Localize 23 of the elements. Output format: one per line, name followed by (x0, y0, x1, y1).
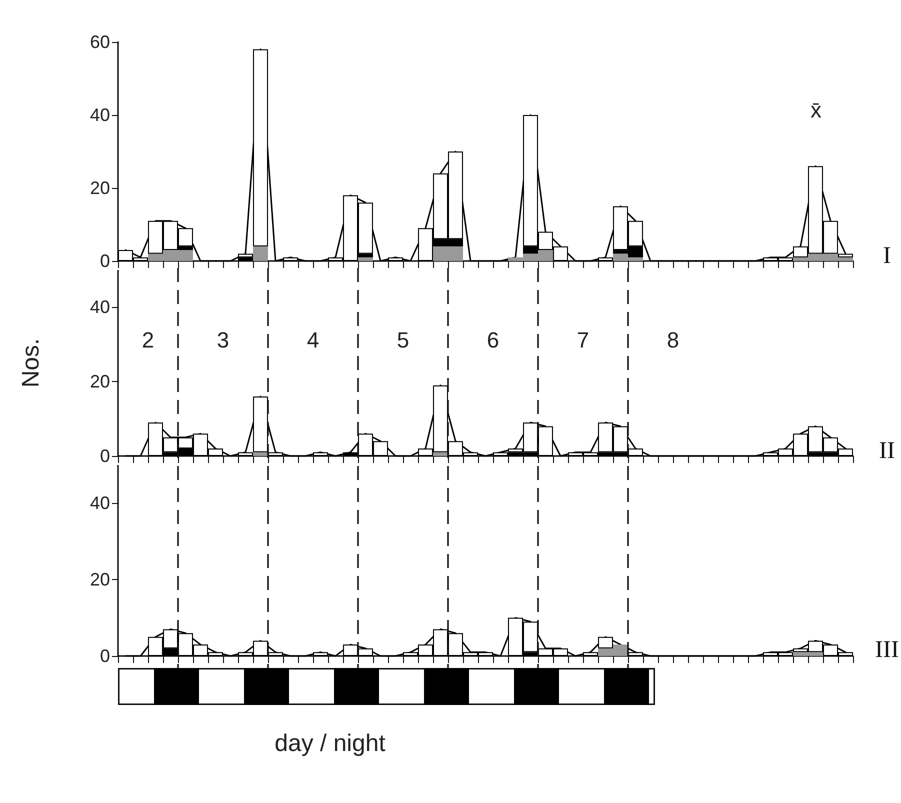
text: III (875, 637, 899, 663)
annotation: 8 (666, 328, 680, 352)
y-tick-label: 0 (100, 646, 110, 666)
y-tick-label: 20 (90, 372, 110, 392)
y-tick-label: 20 (90, 570, 110, 590)
annotation: 4 (306, 328, 320, 352)
text: II (879, 438, 895, 464)
y-axis-title: Nos. (18, 338, 44, 388)
annotation: 7 (576, 328, 590, 352)
y-tick-label: 0 (100, 251, 110, 271)
y-tick-label: 60 (90, 32, 110, 52)
x-axis-title: day / night (274, 730, 386, 758)
annotation: 5 (396, 328, 410, 352)
text: I (883, 243, 891, 269)
annotation: x̄ (810, 98, 822, 122)
annotation: 2 (142, 328, 154, 352)
y-tick-label: 40 (90, 105, 110, 125)
annotation: 6 (486, 328, 500, 352)
y-tick-label: 40 (90, 493, 110, 514)
y-tick-label: 0 (100, 446, 110, 466)
annotation: 3 (216, 328, 230, 352)
y-tick-label: 40 (90, 297, 110, 318)
y-tick-label: 20 (90, 178, 110, 198)
